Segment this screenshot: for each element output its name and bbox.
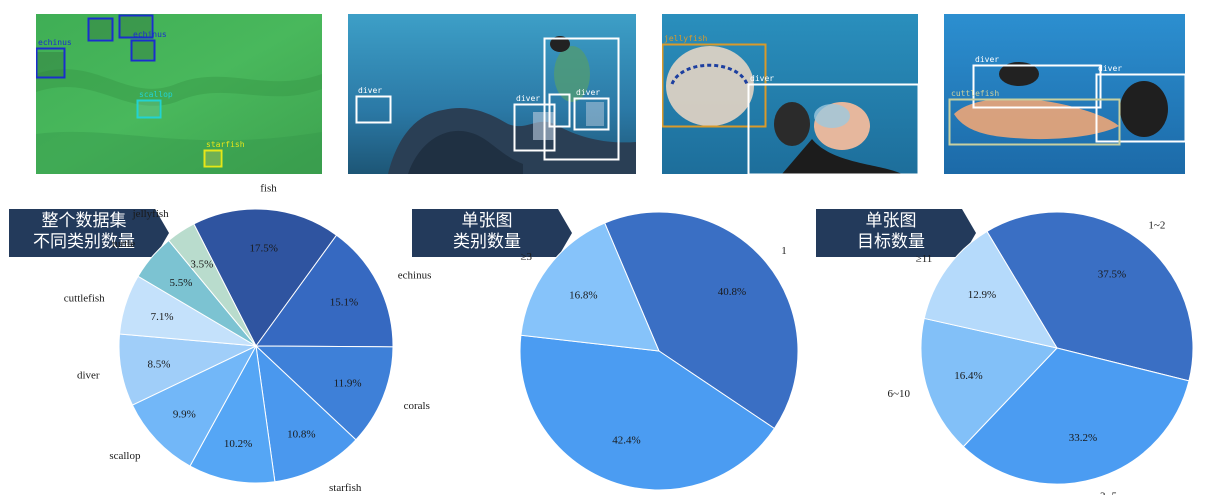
jellyfish-diver-image: jellyfish diver xyxy=(662,14,918,174)
pie-slice-percent-label: 8.5% xyxy=(147,359,170,371)
pie-slice-percent-label: 40.8% xyxy=(718,286,746,298)
detection-box-label: echinus xyxy=(133,30,167,39)
banner-line-1: 整个数据集 xyxy=(41,211,127,231)
pie-slice-category-label: ≥11 xyxy=(916,253,933,265)
banner-line-1: 单张图 xyxy=(865,211,917,231)
detection-box-label: diver xyxy=(1098,64,1122,73)
banner-shape xyxy=(412,209,572,257)
pie-slice-percent-label: 3.5% xyxy=(190,259,213,271)
detection-box-label: echinus xyxy=(38,38,72,47)
green-seafloor-image: echinusechinusechinusscallopstarfish xyxy=(36,14,322,174)
pie-slice-percent-label: 16.4% xyxy=(954,370,982,382)
example-image-green-seafloor: echinusechinusechinusscallopstarfish xyxy=(36,14,322,174)
detection-box xyxy=(130,39,156,62)
detection-box-label: diver xyxy=(750,74,774,83)
detection-box xyxy=(1095,73,1185,143)
pie-slice xyxy=(193,208,338,347)
pie-slice-category-label: ≥3 xyxy=(520,251,532,263)
pie-slice xyxy=(920,317,1058,448)
pie-slice-category-label: corals xyxy=(404,400,430,412)
example-image-cuttlefish-divers: diver diver cuttlefish xyxy=(944,14,1185,174)
pie-slice xyxy=(519,334,776,491)
detection-box xyxy=(972,64,1102,109)
detection-box xyxy=(548,93,571,128)
pie-slice-category-label: 3~5 xyxy=(1100,491,1117,495)
detection-box-label: diver xyxy=(516,94,540,103)
pie-slice-percent-label: 33.2% xyxy=(1069,432,1097,444)
banner-line-2: 不同类别数量 xyxy=(33,232,135,252)
detection-box-label: diver xyxy=(358,86,382,95)
pie-slice-category-label: cuttlefish xyxy=(64,292,105,304)
pie-slice-percent-label: 15.1% xyxy=(330,297,358,309)
pie-slice-percent-label: 10.2% xyxy=(224,438,252,450)
pie-slice-category-label: 1~2 xyxy=(1148,220,1165,232)
example-image-reef-divers: diver diver diver xyxy=(348,14,636,174)
pie-chart-dataset-classes: 17.5% fish 15.1% echinus 11.9% corals 10.8% sta… xyxy=(64,183,432,495)
cuttlefish-divers-image: diver diver cuttlefish xyxy=(944,14,1185,174)
detection-box xyxy=(136,99,162,119)
pie-slice-category-label: starfish xyxy=(329,482,362,494)
banner-shape xyxy=(816,209,976,257)
detection-box-label: diver xyxy=(576,88,600,97)
pie-slice-percent-label: 42.4% xyxy=(612,435,640,447)
pie-slice xyxy=(255,344,357,483)
pie-slice xyxy=(520,222,660,352)
pie-slice xyxy=(962,347,1190,485)
detection-box xyxy=(118,14,154,39)
pie-slice-category-label: 1 xyxy=(781,245,787,257)
banner-line-2: 类别数量 xyxy=(453,232,521,252)
pie-slice xyxy=(604,211,799,430)
pie-slice-percent-label: 5.5% xyxy=(170,277,193,289)
detection-box xyxy=(87,17,114,42)
pie-slice-percent-label: 16.8% xyxy=(569,289,597,301)
banner-classes-per-image: 单张图 类别数量 xyxy=(412,209,572,257)
detection-box xyxy=(203,149,223,168)
pie-slice xyxy=(131,344,258,467)
detection-box xyxy=(573,97,610,131)
detection-box-label: starfish xyxy=(206,140,245,149)
banner-objects-per-image: 单张图 目标数量 xyxy=(816,209,976,257)
pie-slice-percent-label: 10.8% xyxy=(287,429,315,441)
pie-slice-percent-label: 12.9% xyxy=(968,289,996,301)
banner-shape xyxy=(9,209,169,257)
pie-slice-category-label: jellyfish xyxy=(132,208,170,220)
banner-line-2: 目标数量 xyxy=(857,232,925,252)
pie-slice xyxy=(923,230,1059,349)
pie-slice-percent-label: 11.9% xyxy=(334,378,362,390)
pie-slice-percent-label: 7.1% xyxy=(151,311,174,323)
pie-chart-classes-per-image: 40.8%142.4%216.8%≥3 xyxy=(519,211,799,495)
pie-slice-category-label: echinus xyxy=(398,269,432,281)
detection-box-label: scallop xyxy=(139,90,173,99)
pie-slice-category-label: turtle xyxy=(112,238,135,250)
detection-box xyxy=(948,98,1121,146)
pie-slice-percent-label: 37.5% xyxy=(1098,269,1126,281)
pie-slice xyxy=(986,211,1194,382)
pie-slice xyxy=(254,345,394,441)
detection-box xyxy=(543,37,620,161)
pie-chart-objects-per-image: 37.5% 1~2 33.2% 3~5 16.4% 6~10 12.9% ≥11 xyxy=(888,211,1194,495)
reef-divers-image: diver diver diver xyxy=(348,14,636,174)
detection-box-label: diver xyxy=(975,55,999,64)
pie-slice-category-label: 6~10 xyxy=(888,388,911,400)
pie-slice-category-label: diver xyxy=(77,369,100,381)
detection-box xyxy=(36,47,66,79)
example-image-jellyfish-diver: jellyfish diver xyxy=(662,14,918,174)
pie-slice-percent-label: 17.5% xyxy=(249,243,277,255)
detection-box-label: jellyfish xyxy=(664,34,708,43)
pie-slice-category-label: fish xyxy=(260,183,277,195)
banner-line-1: 单张图 xyxy=(461,211,513,231)
pie-slice xyxy=(255,234,394,348)
pie-slice-category-label: scallop xyxy=(109,450,141,462)
detection-box xyxy=(355,95,392,124)
detection-box xyxy=(747,83,918,174)
banner-dataset-class-count: 整个数据集 不同类别数量 xyxy=(9,209,169,257)
detection-box-label: cuttlefish xyxy=(951,89,999,98)
pie-slice-percent-label: 9.9% xyxy=(173,409,196,421)
pie-slice xyxy=(167,223,257,347)
pie-slice xyxy=(189,344,276,484)
